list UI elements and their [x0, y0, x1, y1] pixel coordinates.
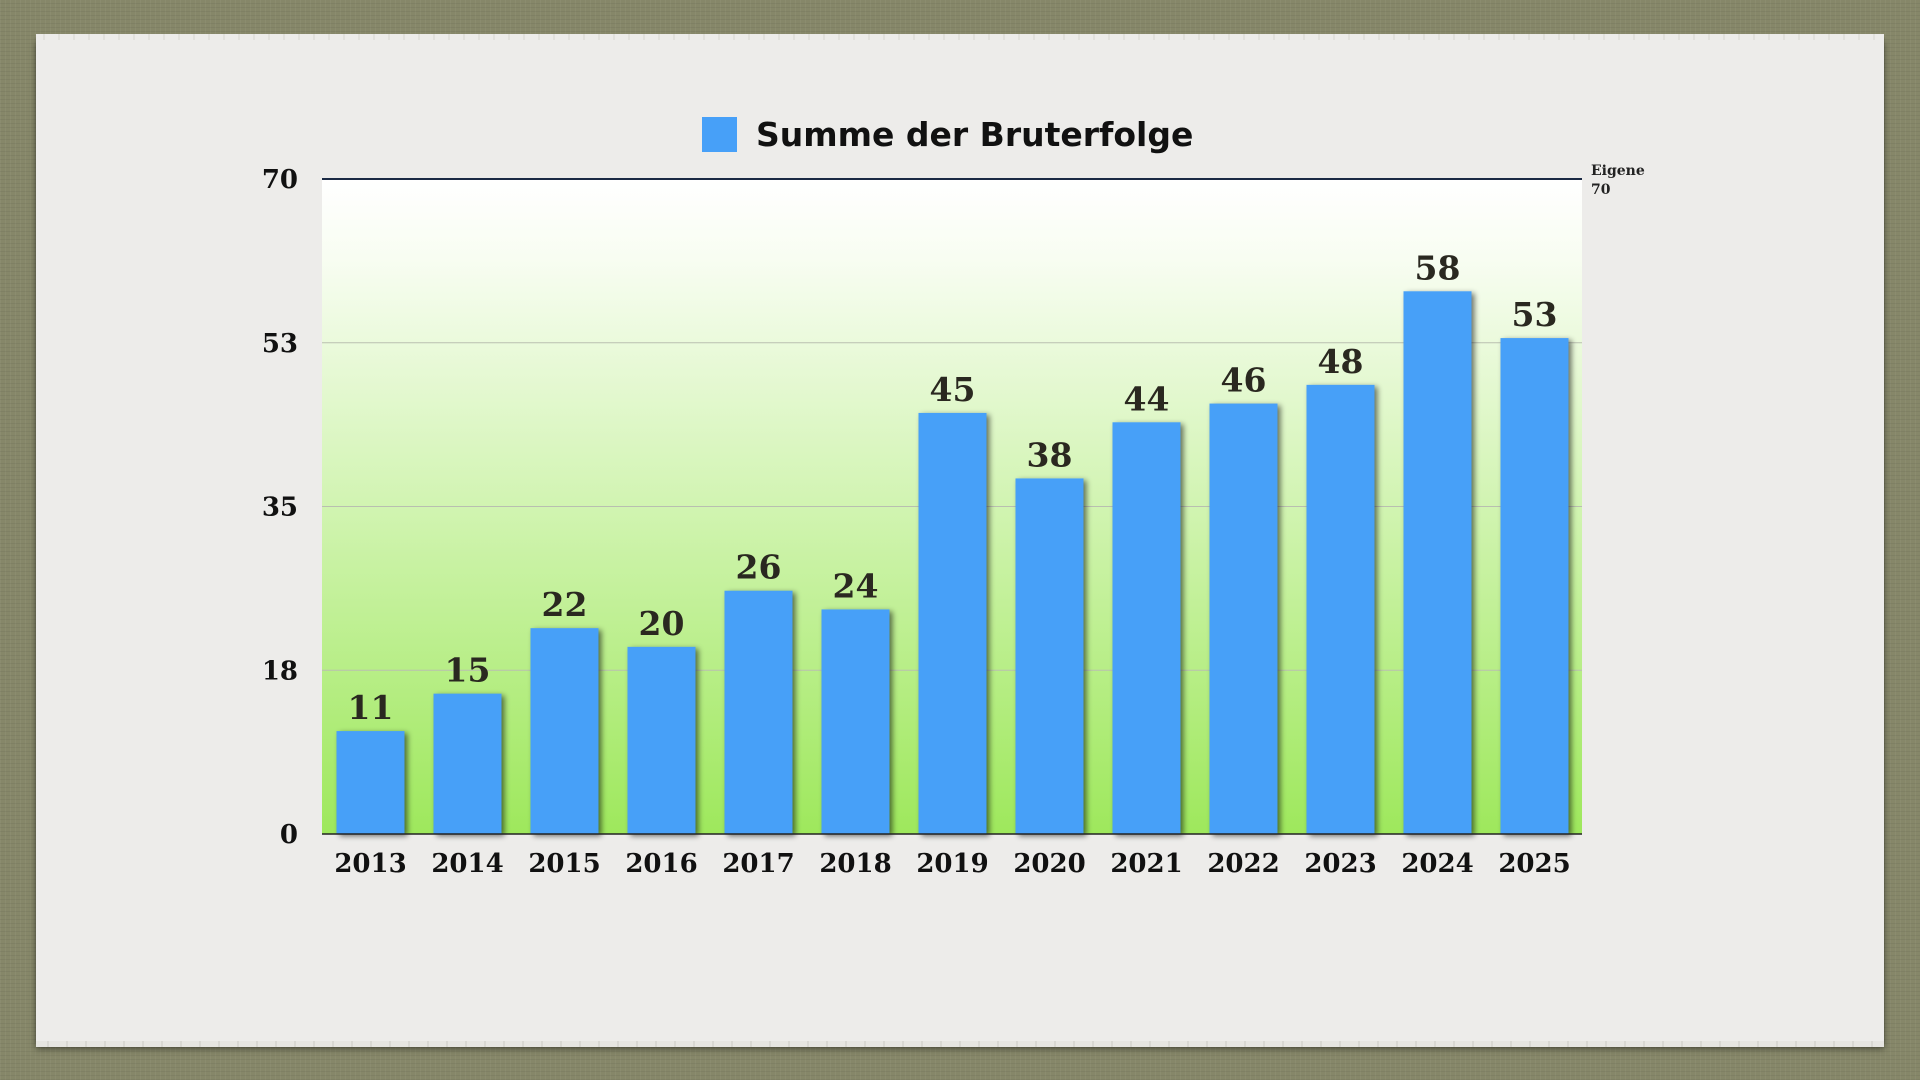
x-tick-label: 2016	[625, 849, 697, 879]
data-label: 45	[930, 370, 976, 409]
bars	[336, 291, 1569, 834]
data-label: 22	[542, 585, 588, 624]
data-label: 20	[639, 604, 685, 643]
corner-note-line1: Eigene	[1591, 163, 1645, 179]
y-tick-label: 70	[262, 165, 298, 195]
y-tick-label: 18	[262, 656, 298, 686]
data-label: 44	[1124, 379, 1170, 418]
y-axis-ticks: 0 18 35 53 70	[262, 165, 298, 850]
bar	[433, 693, 502, 834]
x-tick-label: 2025	[1498, 849, 1570, 879]
bar	[1403, 291, 1472, 834]
bar	[627, 646, 696, 834]
x-tick-label: 2013	[334, 849, 406, 879]
x-tick-label: 2017	[722, 849, 794, 879]
data-label: 11	[348, 688, 394, 727]
bar	[918, 412, 987, 834]
x-tick-label: 2024	[1401, 849, 1473, 879]
data-label: 38	[1027, 435, 1073, 474]
legend-label: Summe der Bruterfolge	[756, 115, 1193, 154]
data-label: 48	[1318, 342, 1364, 381]
data-label: 46	[1221, 361, 1267, 400]
bar	[821, 609, 890, 834]
x-tick-label: 2018	[819, 849, 891, 879]
data-label: 53	[1512, 295, 1558, 334]
data-label: 26	[736, 548, 782, 587]
y-tick-label: 35	[262, 493, 298, 523]
bar	[724, 590, 793, 834]
x-tick-label: 2019	[916, 849, 988, 879]
data-labels: 11 15 22 20 26 24 45 38 44 46 48 58 53	[348, 248, 1558, 727]
x-tick-label: 2022	[1207, 849, 1279, 879]
data-label: 24	[833, 566, 879, 605]
bar	[1112, 422, 1181, 834]
legend: Summe der Bruterfolge	[702, 115, 1193, 154]
data-label: 15	[445, 651, 491, 690]
bar	[336, 731, 405, 834]
bar	[530, 628, 599, 834]
x-axis-ticks: 2013 2014 2015 2016 2017 2018 2019 2020 2021 2022…	[334, 849, 1570, 879]
legend-swatch	[702, 117, 737, 152]
bar	[1015, 478, 1084, 834]
bar	[1500, 338, 1569, 834]
x-tick-label: 2014	[431, 849, 503, 879]
x-tick-label: 2015	[528, 849, 600, 879]
bar	[1306, 384, 1375, 834]
corner-note-line2: 70	[1591, 182, 1611, 198]
y-tick-label: 53	[262, 329, 298, 359]
x-tick-label: 2023	[1304, 849, 1376, 879]
x-tick-label: 2021	[1110, 849, 1182, 879]
bar	[1209, 403, 1278, 834]
x-tick-label: 2020	[1013, 849, 1085, 879]
corner-note: Eigene 70	[1591, 163, 1645, 198]
y-tick-label: 0	[280, 820, 298, 850]
data-label: 58	[1415, 248, 1461, 287]
